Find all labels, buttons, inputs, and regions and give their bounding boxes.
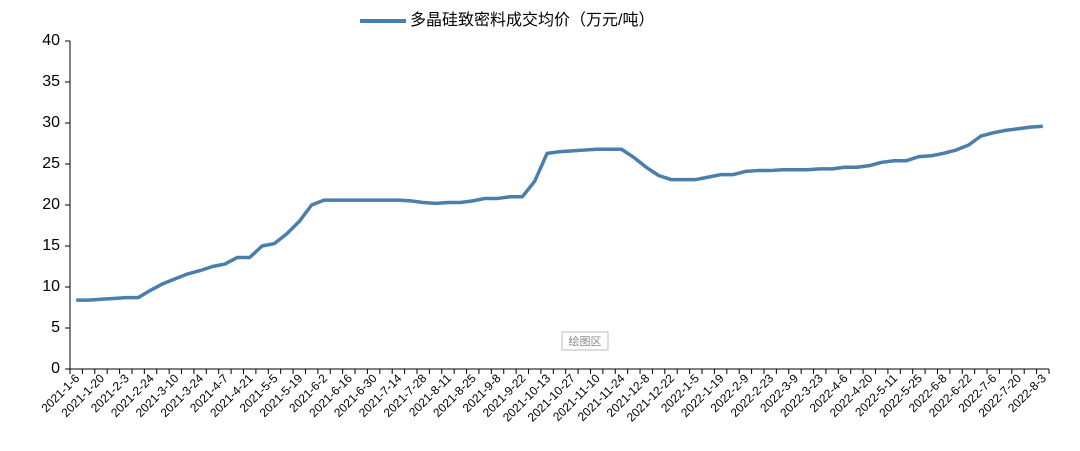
y-tick-label: 15 xyxy=(42,237,60,254)
y-tick-label: 20 xyxy=(42,196,60,213)
y-tick-label: 40 xyxy=(42,32,60,49)
plot-area-tag xyxy=(561,331,609,351)
plot-area-label: 绘图区 xyxy=(569,334,602,348)
y-tick-label: 35 xyxy=(42,73,60,90)
y-tick-label: 5 xyxy=(51,319,60,336)
y-tick-label: 10 xyxy=(42,278,60,295)
y-tick-label: 0 xyxy=(51,360,60,377)
y-tick-label: 30 xyxy=(42,114,60,131)
line-series xyxy=(76,124,1043,302)
legend-label: 多晶硅致密料成交均价（万元/吨） xyxy=(410,11,654,29)
y-tick-label: 25 xyxy=(42,155,60,172)
